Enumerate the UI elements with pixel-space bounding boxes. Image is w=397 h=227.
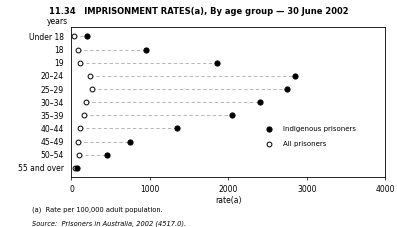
Point xyxy=(256,100,263,104)
Point xyxy=(74,166,80,170)
Point xyxy=(229,114,235,117)
Point xyxy=(83,100,89,104)
Point xyxy=(174,127,181,130)
Point xyxy=(71,35,77,38)
Point xyxy=(71,166,78,170)
Point xyxy=(81,114,87,117)
Point xyxy=(68,162,75,165)
Text: All prisoners: All prisoners xyxy=(283,141,327,147)
Point xyxy=(84,35,90,38)
Point xyxy=(68,163,75,167)
Point xyxy=(104,153,110,157)
Point xyxy=(143,48,149,51)
Text: years: years xyxy=(47,17,68,26)
Text: Source:  Prisoners in Australia, 2002 (4517.0).: Source: Prisoners in Australia, 2002 (45… xyxy=(32,220,186,227)
Point xyxy=(89,87,95,91)
Point xyxy=(75,48,81,51)
Point xyxy=(75,153,82,157)
Text: 11.34   IMPRISONMENT RATES(a), By age group — 30 June 2002: 11.34 IMPRISONMENT RATES(a), By age grou… xyxy=(49,7,348,16)
Point xyxy=(75,140,81,143)
Point xyxy=(77,127,84,130)
Point xyxy=(87,74,93,78)
X-axis label: rate(a): rate(a) xyxy=(215,197,241,205)
Text: Indigenous prisoners: Indigenous prisoners xyxy=(283,126,356,132)
Point xyxy=(77,61,83,64)
Point xyxy=(213,61,220,64)
Point xyxy=(284,87,290,91)
Point xyxy=(292,74,298,78)
Point xyxy=(127,140,133,143)
Text: (a)  Rate per 100,000 adult population.: (a) Rate per 100,000 adult population. xyxy=(32,207,162,213)
